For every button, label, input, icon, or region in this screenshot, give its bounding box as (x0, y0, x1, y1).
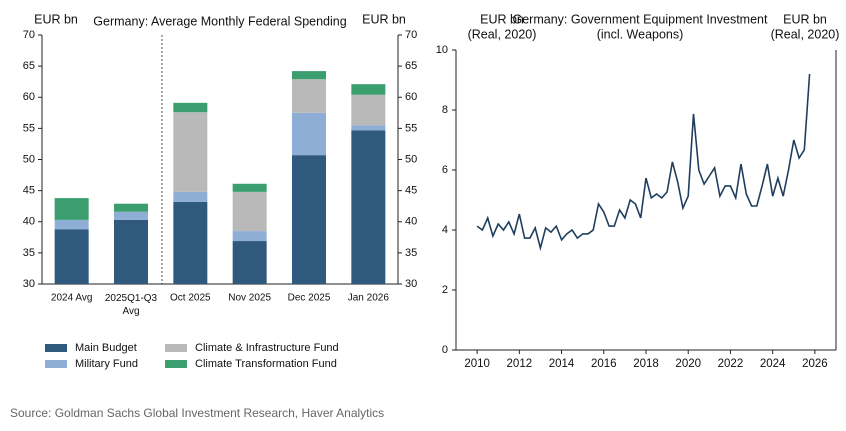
y-axis-label: (Real, 2020) (468, 27, 537, 41)
chart-title: Germany: Average Monthly Federal Spendin… (93, 14, 346, 28)
y-tick-label: 40 (23, 216, 35, 228)
x-tick-label: 2016 (591, 358, 617, 370)
legend-swatch (165, 360, 187, 368)
chart-title: Germany: Government Equipment Investment (513, 12, 769, 26)
y-tick-label: 0 (442, 344, 448, 356)
bar-segment (351, 94, 386, 126)
y2-tick-label: 45 (405, 185, 417, 197)
x-tick-label: 2018 (633, 358, 659, 370)
y-tick-label: 35 (23, 247, 35, 259)
legend-label: Main Budget (75, 342, 137, 354)
chart-subtitle: (incl. Weapons) (597, 27, 684, 41)
x-tick-label: Oct 2025 (170, 293, 211, 304)
y-tick-label: 60 (23, 91, 35, 103)
bar-segment (173, 201, 208, 284)
y-tick-label: 50 (23, 153, 35, 165)
x-tick-label: Dec 2025 (288, 293, 331, 304)
bar-segment (351, 130, 386, 284)
y-tick-label: 55 (23, 122, 35, 134)
y2-tick-label: 70 (405, 29, 417, 41)
x-tick-label: Jan 2026 (348, 293, 390, 304)
bar-segment (232, 231, 267, 242)
bar-segment (114, 211, 148, 220)
legend-swatch (45, 344, 67, 352)
bar-segment (54, 229, 89, 284)
y-tick-label: 10 (436, 44, 448, 56)
legend-label: Climate Transformation Fund (195, 358, 337, 370)
bar-segment (114, 203, 148, 212)
y2-axis-label: (Real, 2020) (771, 27, 840, 41)
y-tick-label: 70 (23, 29, 35, 41)
y-tick-label: 4 (442, 224, 448, 236)
line (476, 73, 811, 252)
bar-segment (173, 102, 208, 113)
x-tick-label: 2014 (549, 358, 575, 370)
y2-axis-label: EUR bn (783, 12, 827, 26)
bar-segment (114, 219, 148, 284)
y2-tick-label: 35 (405, 247, 417, 259)
x-tick-label: 2012 (507, 358, 533, 370)
bar-segment (232, 241, 267, 284)
y-tick-label: 8 (442, 104, 448, 116)
y-tick-label: 30 (23, 278, 35, 290)
bar-segment (232, 191, 267, 232)
y-tick-label: 65 (23, 60, 35, 72)
x-tick-label: 2026 (802, 358, 828, 370)
bar-segment (351, 84, 386, 95)
legend-label: Climate & Infrastructure Fund (195, 342, 339, 354)
y-tick-label: 2 (442, 284, 448, 296)
legend-swatch (165, 344, 187, 352)
x-tick-label: 2010 (464, 358, 490, 370)
y-axis-label: EUR bn (480, 12, 524, 26)
x-tick-label: 2020 (675, 358, 701, 370)
y2-tick-label: 50 (405, 153, 417, 165)
y2-axis-label: EUR bn (362, 12, 406, 26)
y2-tick-label: 40 (405, 216, 417, 228)
x-tick-label: 2025Q1-Q3 Avg (105, 293, 158, 317)
source: Source: Goldman Sachs Global Investment … (10, 406, 384, 420)
bar-segment (292, 112, 326, 156)
y2-tick-label: 55 (405, 122, 417, 134)
x-tick-label: 2024 (760, 358, 786, 370)
y2-tick-label: 60 (405, 91, 417, 103)
y2-tick-label: 65 (405, 60, 417, 72)
bar-segment (173, 112, 208, 192)
bar-segment (54, 219, 89, 230)
bar-segment (173, 191, 208, 202)
x-tick-label: 2022 (718, 358, 744, 370)
bar-segment (351, 125, 386, 131)
y-tick-label: 6 (442, 164, 448, 176)
bar-segment (232, 183, 267, 192)
bar-segment (292, 79, 326, 113)
x-tick-label: Nov 2025 (228, 293, 271, 304)
x-tick-label: 2024 Avg (51, 293, 93, 304)
bar-segment (54, 198, 89, 220)
legend-swatch (45, 360, 67, 368)
bar-segment (292, 155, 326, 284)
bar-segment (292, 71, 326, 80)
y2-tick-label: 30 (405, 278, 417, 290)
y-tick-label: 45 (23, 185, 35, 197)
y-axis-label: EUR bn (34, 12, 78, 26)
legend-label: Military Fund (75, 358, 138, 370)
